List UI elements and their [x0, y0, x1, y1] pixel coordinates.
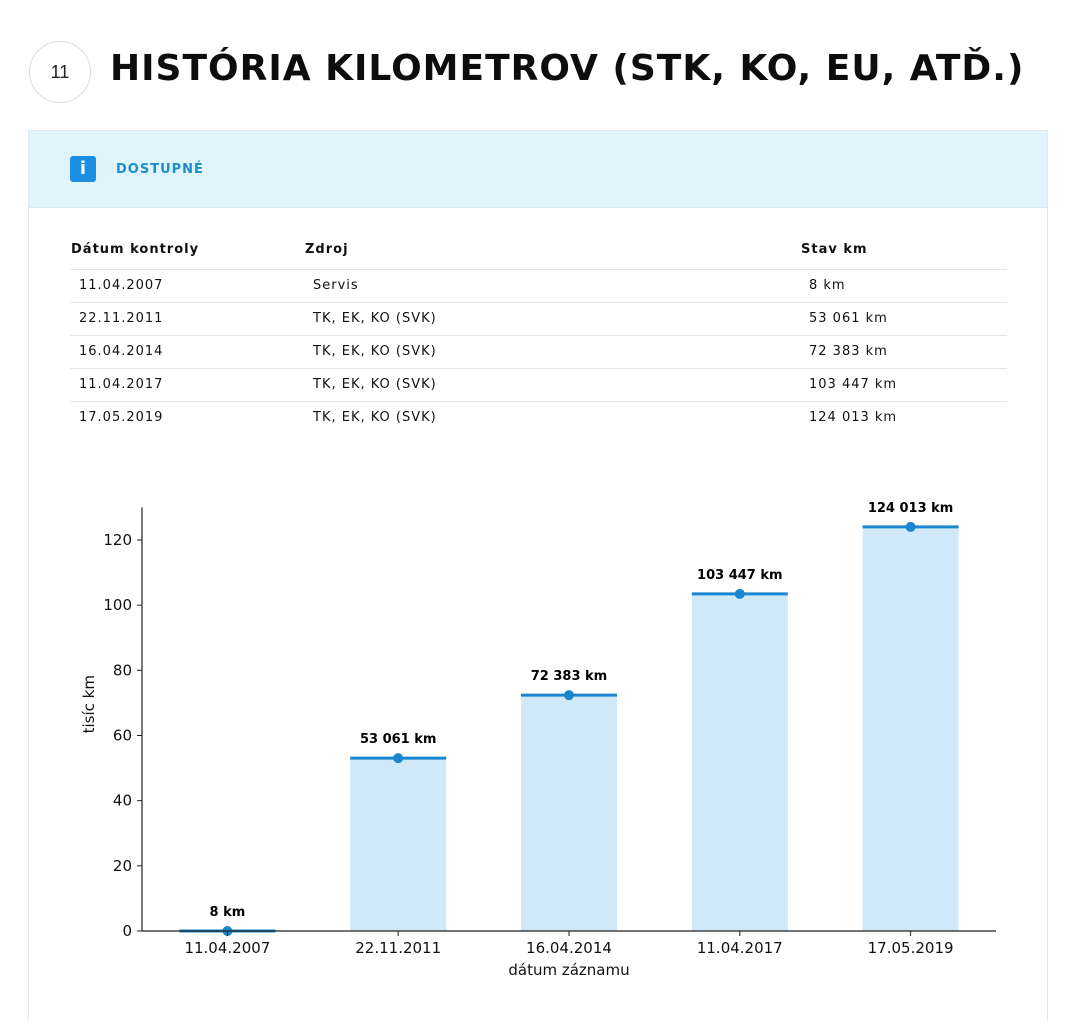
- row-mileage: 103 447 km: [800, 368, 1007, 402]
- column-header-date: Dátum kontroly: [70, 231, 304, 270]
- table-header-row: Dátum kontroly Zdroj Stav km: [70, 231, 1007, 270]
- column-header-source: Zdroj: [304, 231, 800, 270]
- y-axis-label: tisíc km: [80, 675, 98, 733]
- y-tick-label: 120: [103, 531, 132, 549]
- row-date: 11.04.2017: [70, 368, 304, 402]
- table-row: 11.04.2007 Servis 8 km: [70, 269, 1007, 303]
- data-point: [905, 521, 916, 532]
- row-source: TK, EK, KO (SVK): [304, 302, 800, 336]
- data-point: [564, 690, 574, 701]
- table-row: 22.11.2011 TK, EK, KO (SVK) 53 061 km: [70, 302, 1007, 336]
- table-row: 11.04.2017 TK, EK, KO (SVK) 103 447 km: [70, 368, 1007, 402]
- page-title: HISTÓRIA KILOMETROV (STK, KO, EU, ATĎ.): [110, 48, 1025, 89]
- x-tick-label: 17.05.2019: [868, 939, 954, 957]
- x-tick-label: 16.04.2014: [526, 939, 612, 957]
- table-row: 16.04.2014 TK, EK, KO (SVK) 72 383 km: [70, 335, 1007, 369]
- row-date: 11.04.2007: [70, 269, 304, 303]
- row-mileage: 53 061 km: [800, 302, 1007, 336]
- y-tick-label: 100: [103, 596, 132, 614]
- section-number-badge: 11: [29, 41, 91, 103]
- column-header-mileage: Stav km: [800, 231, 1007, 270]
- status-banner: i DOSTUPNÉ: [29, 131, 1047, 208]
- data-point: [734, 588, 745, 599]
- row-date: 17.05.2019: [79, 410, 164, 426]
- x-tick-label: 11.04.2007: [184, 939, 270, 957]
- bar: [862, 526, 959, 931]
- data-point: [393, 753, 404, 764]
- y-tick-label: 60: [113, 727, 132, 745]
- table-row: 17.05.2019 TK, EK, KO (SVK) 124 013 km: [70, 401, 1007, 434]
- data-label: 53 061 km: [360, 732, 436, 747]
- row-mileage: 72 383 km: [800, 335, 1007, 369]
- x-tick-label: 11.04.2017: [697, 939, 783, 957]
- x-tick-label: 22.11.2011: [355, 939, 441, 957]
- status-label: DOSTUPNÉ: [116, 161, 204, 177]
- row-source: TK, EK, KO (SVK): [304, 335, 800, 369]
- mileage-table: Dátum kontroly Zdroj Stav km 11.04.2007 …: [70, 231, 1007, 434]
- y-tick-label: 80: [113, 661, 132, 679]
- row-date: 16.04.2014: [70, 335, 304, 369]
- row-mileage: 8 km: [800, 269, 1007, 303]
- y-tick-label: 20: [113, 857, 132, 875]
- bar: [691, 593, 788, 931]
- row-source: TK, EK, KO (SVK): [304, 368, 800, 402]
- x-axis-label: dátum záznamu: [508, 961, 629, 979]
- data-label: 8 km: [210, 905, 246, 920]
- data-label: 103 447 km: [697, 568, 783, 583]
- row-date: 22.11.2011: [70, 302, 304, 336]
- data-label: 124 013 km: [868, 501, 954, 516]
- row-mileage: 124 013 km: [809, 410, 898, 426]
- y-tick-label: 0: [122, 922, 132, 940]
- y-tick-label: 40: [113, 792, 132, 810]
- bar: [350, 758, 447, 931]
- data-label: 72 383 km: [531, 669, 607, 684]
- bar: [521, 695, 617, 931]
- row-source: TK, EK, KO (SVK): [313, 410, 437, 426]
- row-source: Servis: [304, 269, 800, 303]
- info-icon: i: [70, 156, 96, 182]
